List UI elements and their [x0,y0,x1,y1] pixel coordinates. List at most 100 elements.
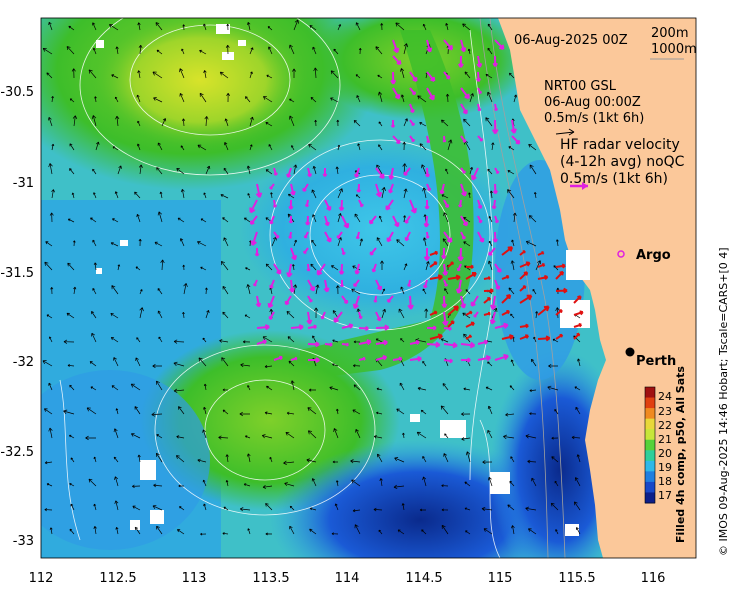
hf-radar-arrow [339,279,345,288]
satellite-arrow [489,190,493,199]
satellite-arrow [139,289,143,295]
satellite-arrow [335,166,339,175]
hf-radar-arrow [494,322,509,329]
satellite-arrow [577,358,581,367]
colorbar-label: 21 [658,433,672,446]
satellite-arrow [510,313,515,319]
colorbar-swatches [645,387,655,504]
satellite-arrow [464,71,471,79]
satellite-arrow [332,460,339,464]
satellite-arrow [399,382,405,391]
satellite-arrow [396,408,405,415]
gsl-arrow [537,335,551,342]
hf-radar-arrow [426,71,436,82]
satellite-arrow [67,364,75,367]
satellite-arrow [67,218,75,223]
satellite-arrow [378,144,383,151]
colorbar-frame [644,386,656,504]
satellite-arrow [356,95,361,103]
colorbar-title: Filled 4h comp, p50, All Sats [674,366,687,543]
gsl-arrow [555,333,564,340]
hf-radar-arrow [409,103,415,114]
hf-radar-scale: 0.5m/s (1kt 6h) [560,171,668,187]
satellite-arrow [378,215,383,223]
satellite-arrow [421,529,427,535]
satellite-arrow [91,115,97,127]
hf-radar-arrow [475,71,482,82]
satellite-arrow [240,363,251,368]
hf-radar-arrow [424,199,430,210]
hf-radar-arrow [443,199,450,209]
hf-radar-arrow [288,215,293,224]
hf-radar-arrow [290,247,297,261]
satellite-arrow [354,524,361,535]
hf-radar-arrow [307,295,313,303]
satellite-arrow [422,288,427,295]
satellite-arrow [468,192,471,199]
satellite-arrow [376,387,383,391]
satellite-arrow [153,97,163,103]
satellite-arrow [114,500,119,511]
hf-radar-arrow [477,135,484,142]
satellite-arrow [243,483,251,487]
satellite-arrow [373,435,383,439]
hf-radar-arrow [338,199,345,211]
satellite-arrow [310,97,317,103]
gsl-arrow [447,320,455,328]
satellite-arrow [205,165,211,175]
satellite-arrow [525,434,537,439]
satellite-arrow [247,193,251,199]
satellite-arrow [422,237,427,247]
hf-radar-arrow [443,231,453,244]
satellite-arrow [487,405,493,415]
satellite-arrow [48,427,53,439]
hf-radar-arrow [426,87,435,101]
gsl-arrow [519,323,529,329]
satellite-arrow [422,476,427,487]
satellite-arrow [136,94,141,103]
satellite-arrow [45,241,53,247]
satellite-arrow [200,532,207,536]
y-tick-label: -32.5 [0,445,34,460]
hf-radar-subtitle: (4-12h avg) noQC [560,154,685,170]
satellite-arrow [555,529,559,535]
isobath-1000-label: 1000m [651,42,697,57]
hf-radar-arrow [457,247,464,262]
hf-radar-arrow [460,87,470,100]
gsl-arrow [519,294,533,304]
contours [59,18,501,558]
satellite-arrow [157,142,163,151]
satellite-arrow [440,338,449,343]
satellite-arrow [465,451,471,463]
satellite-arrow [247,385,251,391]
satellite-arrow [337,188,343,199]
satellite-arrow [113,357,119,367]
satellite-arrow [400,94,405,103]
hf-radar-arrow [333,311,343,323]
satellite-arrow [93,456,97,463]
satellite-arrow [70,457,75,463]
hf-radar-arrow [460,215,468,227]
gsl-time: 06-Aug 00:00Z [544,95,641,110]
satellite-arrow [239,507,251,512]
hf-radar-arrow [511,135,521,145]
hf-radar-arrow [355,231,360,240]
satellite-arrow [336,408,339,415]
gsl-title: NRT00 GSL [544,79,617,94]
satellite-arrow [469,166,473,175]
hf-radar-arrow [404,215,411,224]
satellite-arrow [442,383,449,391]
satellite-arrow [488,476,493,487]
gsl-arrow [519,250,526,256]
satellite-arrow [554,480,559,487]
hf-radar-arrow [460,183,467,197]
hf-radar-arrow [471,167,479,181]
satellite-arrow [203,192,207,199]
hf-radar-arrow [409,356,422,362]
satellite-arrow [376,411,383,415]
gsl-arrow [429,250,439,256]
satellite-arrow [51,189,55,199]
hf-radar-arrow [409,71,418,83]
hf-radar-arrow [375,324,390,331]
satellite-arrow [70,503,75,511]
